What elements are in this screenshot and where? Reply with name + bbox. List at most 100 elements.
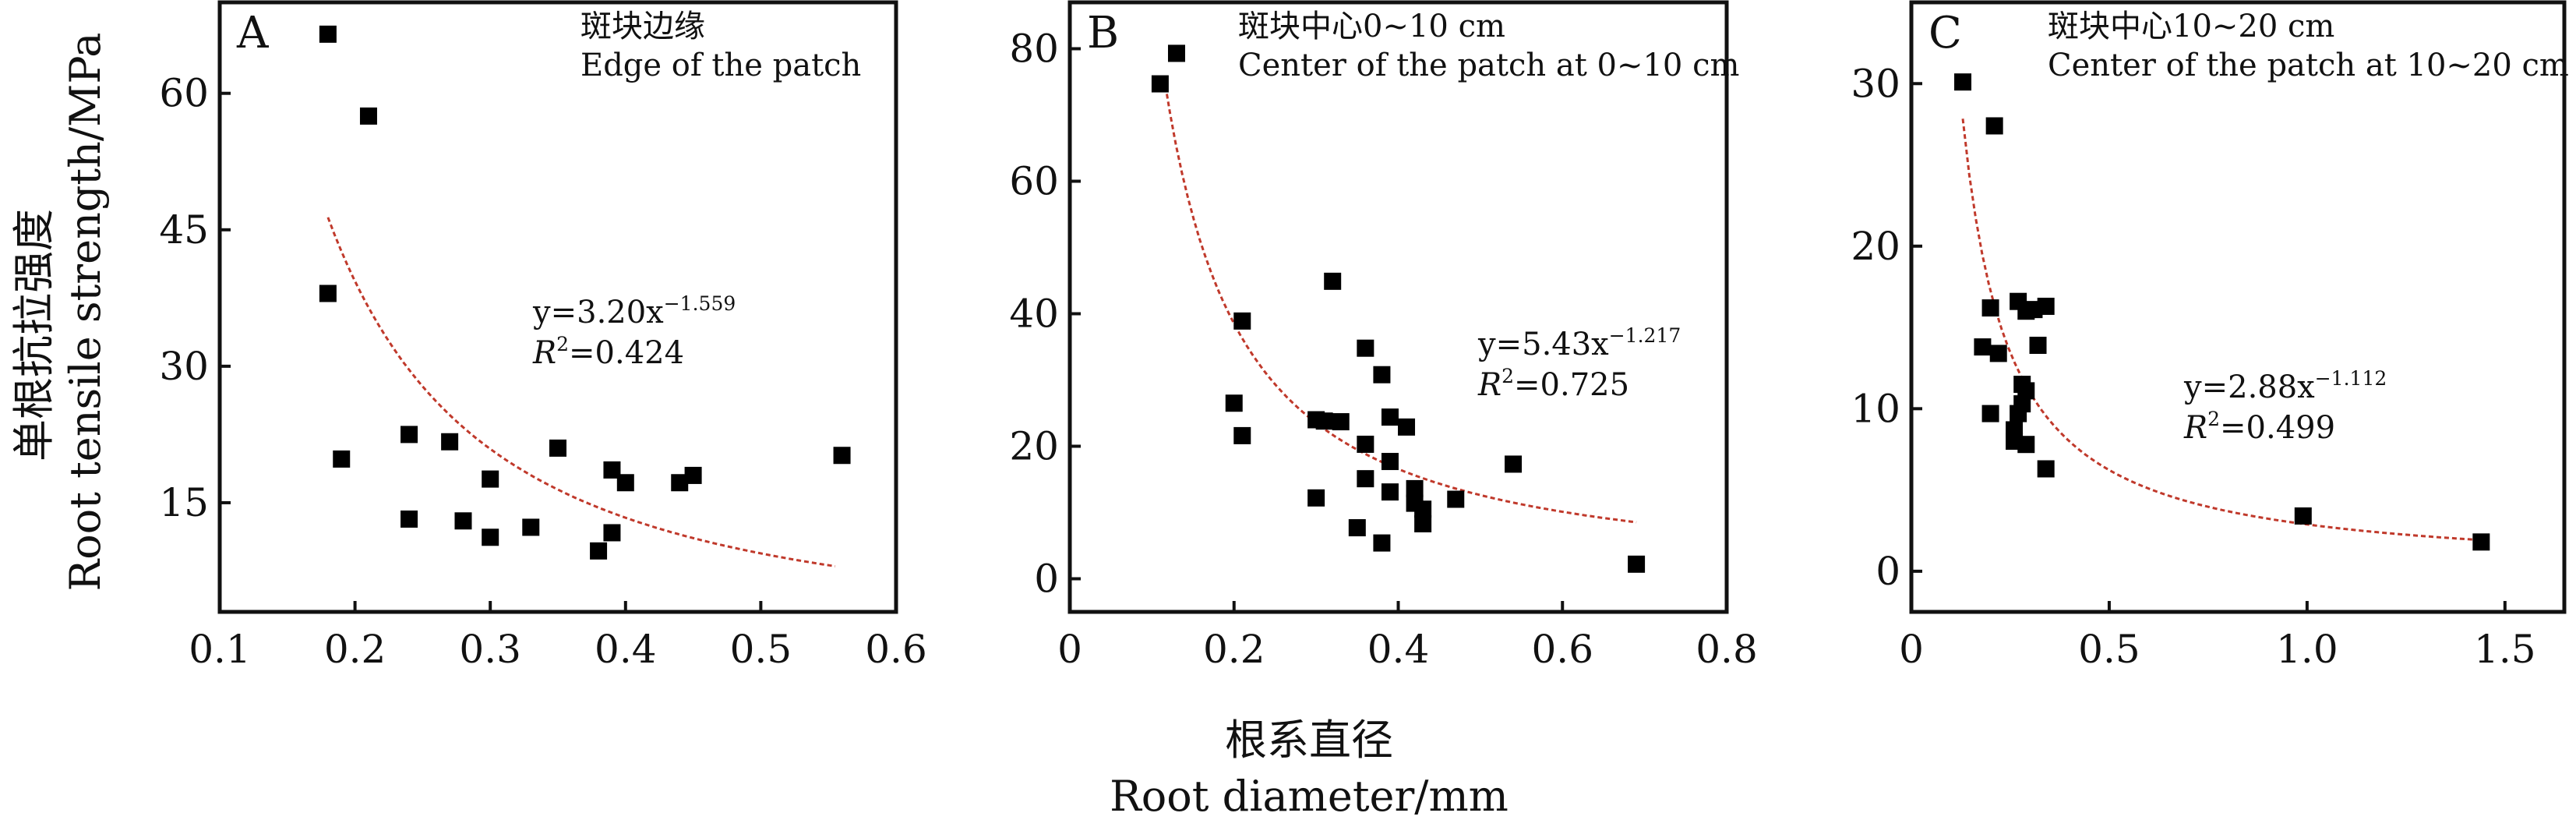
data-point — [1628, 555, 1646, 573]
data-point — [454, 512, 472, 530]
panel-letter: C — [1928, 8, 1962, 58]
fit-equation: y=5.43x−1.217 — [1477, 324, 1681, 362]
data-point — [1233, 312, 1251, 330]
data-point — [522, 518, 540, 536]
data-point — [1381, 453, 1399, 471]
panel-title-cn: 斑块中心10~20 cm — [2048, 9, 2334, 44]
r-squared-power: 2 — [1501, 365, 1514, 387]
x-tick-label: 0.6 — [865, 627, 927, 672]
plot-frame — [217, 0, 898, 614]
panel-letter: B — [1087, 8, 1119, 58]
data-point — [549, 439, 566, 457]
data-point — [1406, 479, 1424, 497]
data-point — [441, 433, 459, 451]
fit-equation-main: y=3.20x — [532, 295, 664, 330]
data-point — [2029, 337, 2047, 355]
fit-equation: y=3.20x−1.559 — [532, 292, 736, 330]
r-squared-symbol: R — [2183, 410, 2207, 446]
y-tick-label: 30 — [1851, 61, 1900, 106]
fit-equation-exponent: −1.112 — [2315, 367, 2387, 390]
panel-B: 0 0.2 0.4 0.6 0.8 0 20 40 60 80 B 斑块中心0~10 cm Center… — [1009, 0, 1758, 672]
data-point — [616, 474, 634, 492]
data-point — [359, 107, 377, 125]
data-point — [2017, 436, 2035, 454]
plot-frame — [1909, 0, 2567, 614]
data-point — [1414, 514, 1432, 532]
data-point — [2037, 460, 2055, 478]
data-point — [482, 528, 499, 546]
data-point — [1981, 405, 1999, 422]
data-point — [1505, 455, 1523, 473]
r-squared: R2=0.725 — [1477, 365, 1629, 403]
fit-equation: y=2.88x−1.112 — [2183, 367, 2387, 405]
y-tick-label: 20 — [1851, 224, 1900, 269]
data-point — [2017, 382, 2035, 400]
panel-C: 0 0.5 1.0 1.5 0 10 20 30 C 斑块中心10~20 cm Center of … — [1851, 0, 2569, 672]
data-point — [482, 470, 499, 488]
x-tick-label: 1.0 — [2276, 627, 2338, 672]
chart-panels: 0.1 0.2 0.3 0.4 0.5 0.6 15 30 45 60 A 斑块边缘 Edge of t… — [159, 0, 2569, 672]
data-point — [1414, 500, 1432, 518]
shared-x-axis-title: 根系直径 Root diameter/mm — [1110, 716, 1509, 820]
y-tick-label: 15 — [159, 480, 209, 525]
panel-title-en: Center of the patch at 0~10 cm — [1238, 48, 1739, 83]
panel-title-en: Edge of the patch — [580, 48, 861, 83]
y-axis-title-en: Root tensile strength/MPa — [61, 33, 110, 592]
x-tick-label: 0 — [1899, 627, 1924, 672]
data-point — [1151, 75, 1169, 93]
r-squared-value: =0.725 — [1514, 367, 1629, 403]
data-point — [1315, 412, 1333, 430]
data-point — [401, 426, 418, 444]
y-tick-label: 45 — [159, 207, 209, 253]
x-tick-label: 0.2 — [324, 627, 386, 672]
x-tick-label: 0.8 — [1696, 627, 1758, 672]
panel-title-cn: 斑块中心0~10 cm — [1238, 9, 1505, 44]
x-tick-label: 1.5 — [2474, 627, 2536, 672]
data-point — [319, 25, 337, 43]
panel-A: 0.1 0.2 0.3 0.4 0.5 0.6 15 30 45 60 A 斑块边缘 Edge of t… — [159, 0, 927, 672]
data-point — [1989, 345, 2007, 362]
data-point — [1985, 117, 2003, 135]
y-tick-label: 10 — [1851, 386, 1900, 431]
data-point — [1225, 394, 1243, 412]
y-tick-label: 0 — [1876, 549, 1900, 594]
panel-letter: A — [236, 8, 269, 58]
data-point — [1373, 366, 1391, 383]
fit-curve — [326, 217, 836, 567]
data-point — [603, 461, 621, 479]
x-tick-label: 0.5 — [730, 627, 792, 672]
data-point — [590, 542, 608, 560]
data-point — [2294, 507, 2312, 525]
fit-curve — [1961, 118, 2482, 542]
data-point — [1357, 339, 1374, 357]
data-point — [1332, 413, 1350, 431]
fit-equation-exponent: −1.559 — [664, 292, 736, 315]
data-point — [1974, 338, 1992, 356]
y-axis-title-cn: 单根抗拉强度 — [9, 209, 58, 461]
x-tick-label: 0.6 — [1531, 627, 1593, 672]
data-point — [603, 524, 621, 542]
x-tick-label: 0.2 — [1203, 627, 1265, 672]
data-point — [2010, 405, 2027, 422]
x-axis-title-en: Root diameter/mm — [1110, 772, 1509, 820]
data-point — [684, 466, 702, 484]
data-point — [1233, 426, 1251, 444]
data-point — [833, 447, 851, 465]
x-tick-label: 0.3 — [459, 627, 521, 672]
r-squared: R2=0.499 — [2183, 408, 2335, 446]
data-point — [1307, 489, 1325, 507]
x-tick-label: 0.4 — [1367, 627, 1430, 672]
y-tick-label: 20 — [1009, 424, 1059, 469]
data-point — [2037, 297, 2055, 315]
data-point — [333, 450, 351, 468]
fit-equation-main: y=2.88x — [2183, 369, 2315, 405]
r-squared-value: =0.499 — [2220, 410, 2335, 446]
r-squared-symbol: R — [1477, 367, 1501, 403]
y-tick-label: 60 — [1009, 159, 1059, 204]
shared-y-axis-title: 单根抗拉强度 Root tensile strength/MPa — [9, 33, 110, 592]
data-point — [671, 474, 689, 492]
y-tick-label: 80 — [1009, 27, 1059, 72]
fit-equation-exponent: −1.217 — [1609, 324, 1681, 347]
data-point — [1381, 408, 1399, 426]
